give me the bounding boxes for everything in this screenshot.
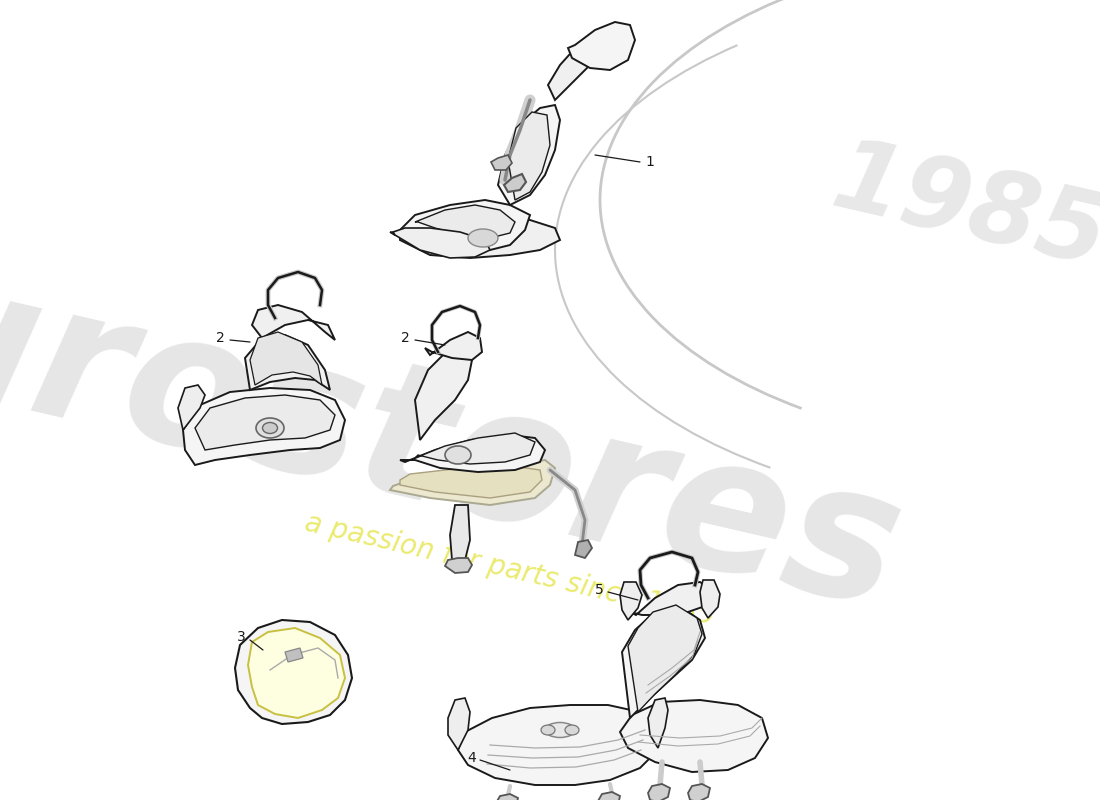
Polygon shape (496, 794, 518, 800)
Polygon shape (620, 582, 642, 620)
Polygon shape (620, 700, 768, 772)
Polygon shape (195, 395, 336, 450)
Text: 2: 2 (402, 331, 410, 345)
Ellipse shape (256, 418, 284, 438)
Polygon shape (648, 698, 668, 748)
Ellipse shape (541, 725, 556, 735)
Ellipse shape (446, 446, 471, 464)
Ellipse shape (544, 722, 575, 738)
Polygon shape (178, 385, 205, 430)
Polygon shape (498, 105, 560, 205)
Polygon shape (575, 540, 592, 558)
Polygon shape (568, 22, 635, 70)
Polygon shape (700, 580, 720, 618)
Text: 5: 5 (595, 583, 604, 597)
Polygon shape (250, 332, 322, 385)
Polygon shape (400, 435, 544, 472)
Polygon shape (400, 464, 542, 498)
Polygon shape (235, 620, 352, 724)
Polygon shape (458, 705, 660, 785)
Polygon shape (508, 112, 550, 200)
Polygon shape (621, 605, 705, 718)
Polygon shape (400, 218, 560, 258)
Ellipse shape (468, 229, 498, 247)
Text: 3: 3 (238, 630, 246, 644)
Polygon shape (415, 433, 535, 464)
Polygon shape (415, 345, 472, 440)
Polygon shape (285, 648, 303, 662)
Polygon shape (648, 784, 670, 800)
Polygon shape (448, 698, 470, 750)
Polygon shape (446, 558, 472, 573)
Polygon shape (415, 205, 515, 238)
Text: 1: 1 (645, 155, 653, 169)
Polygon shape (628, 605, 702, 712)
Ellipse shape (565, 725, 579, 735)
Text: a passion for parts since 1985: a passion for parts since 1985 (302, 509, 717, 631)
Polygon shape (425, 332, 482, 360)
Polygon shape (248, 628, 345, 718)
Polygon shape (390, 460, 556, 505)
Polygon shape (183, 388, 345, 465)
Text: 1985: 1985 (824, 131, 1100, 289)
Text: 2: 2 (217, 331, 226, 345)
Text: 4: 4 (468, 751, 476, 765)
Polygon shape (252, 305, 336, 340)
Polygon shape (504, 174, 526, 192)
Polygon shape (245, 335, 330, 390)
Polygon shape (598, 792, 620, 800)
Polygon shape (688, 784, 710, 800)
Ellipse shape (263, 422, 277, 434)
Polygon shape (491, 155, 512, 170)
Polygon shape (390, 200, 530, 250)
Polygon shape (450, 505, 470, 560)
Polygon shape (548, 38, 608, 100)
Text: eurostores: eurostores (0, 214, 917, 646)
Polygon shape (630, 582, 712, 615)
Polygon shape (393, 228, 490, 258)
